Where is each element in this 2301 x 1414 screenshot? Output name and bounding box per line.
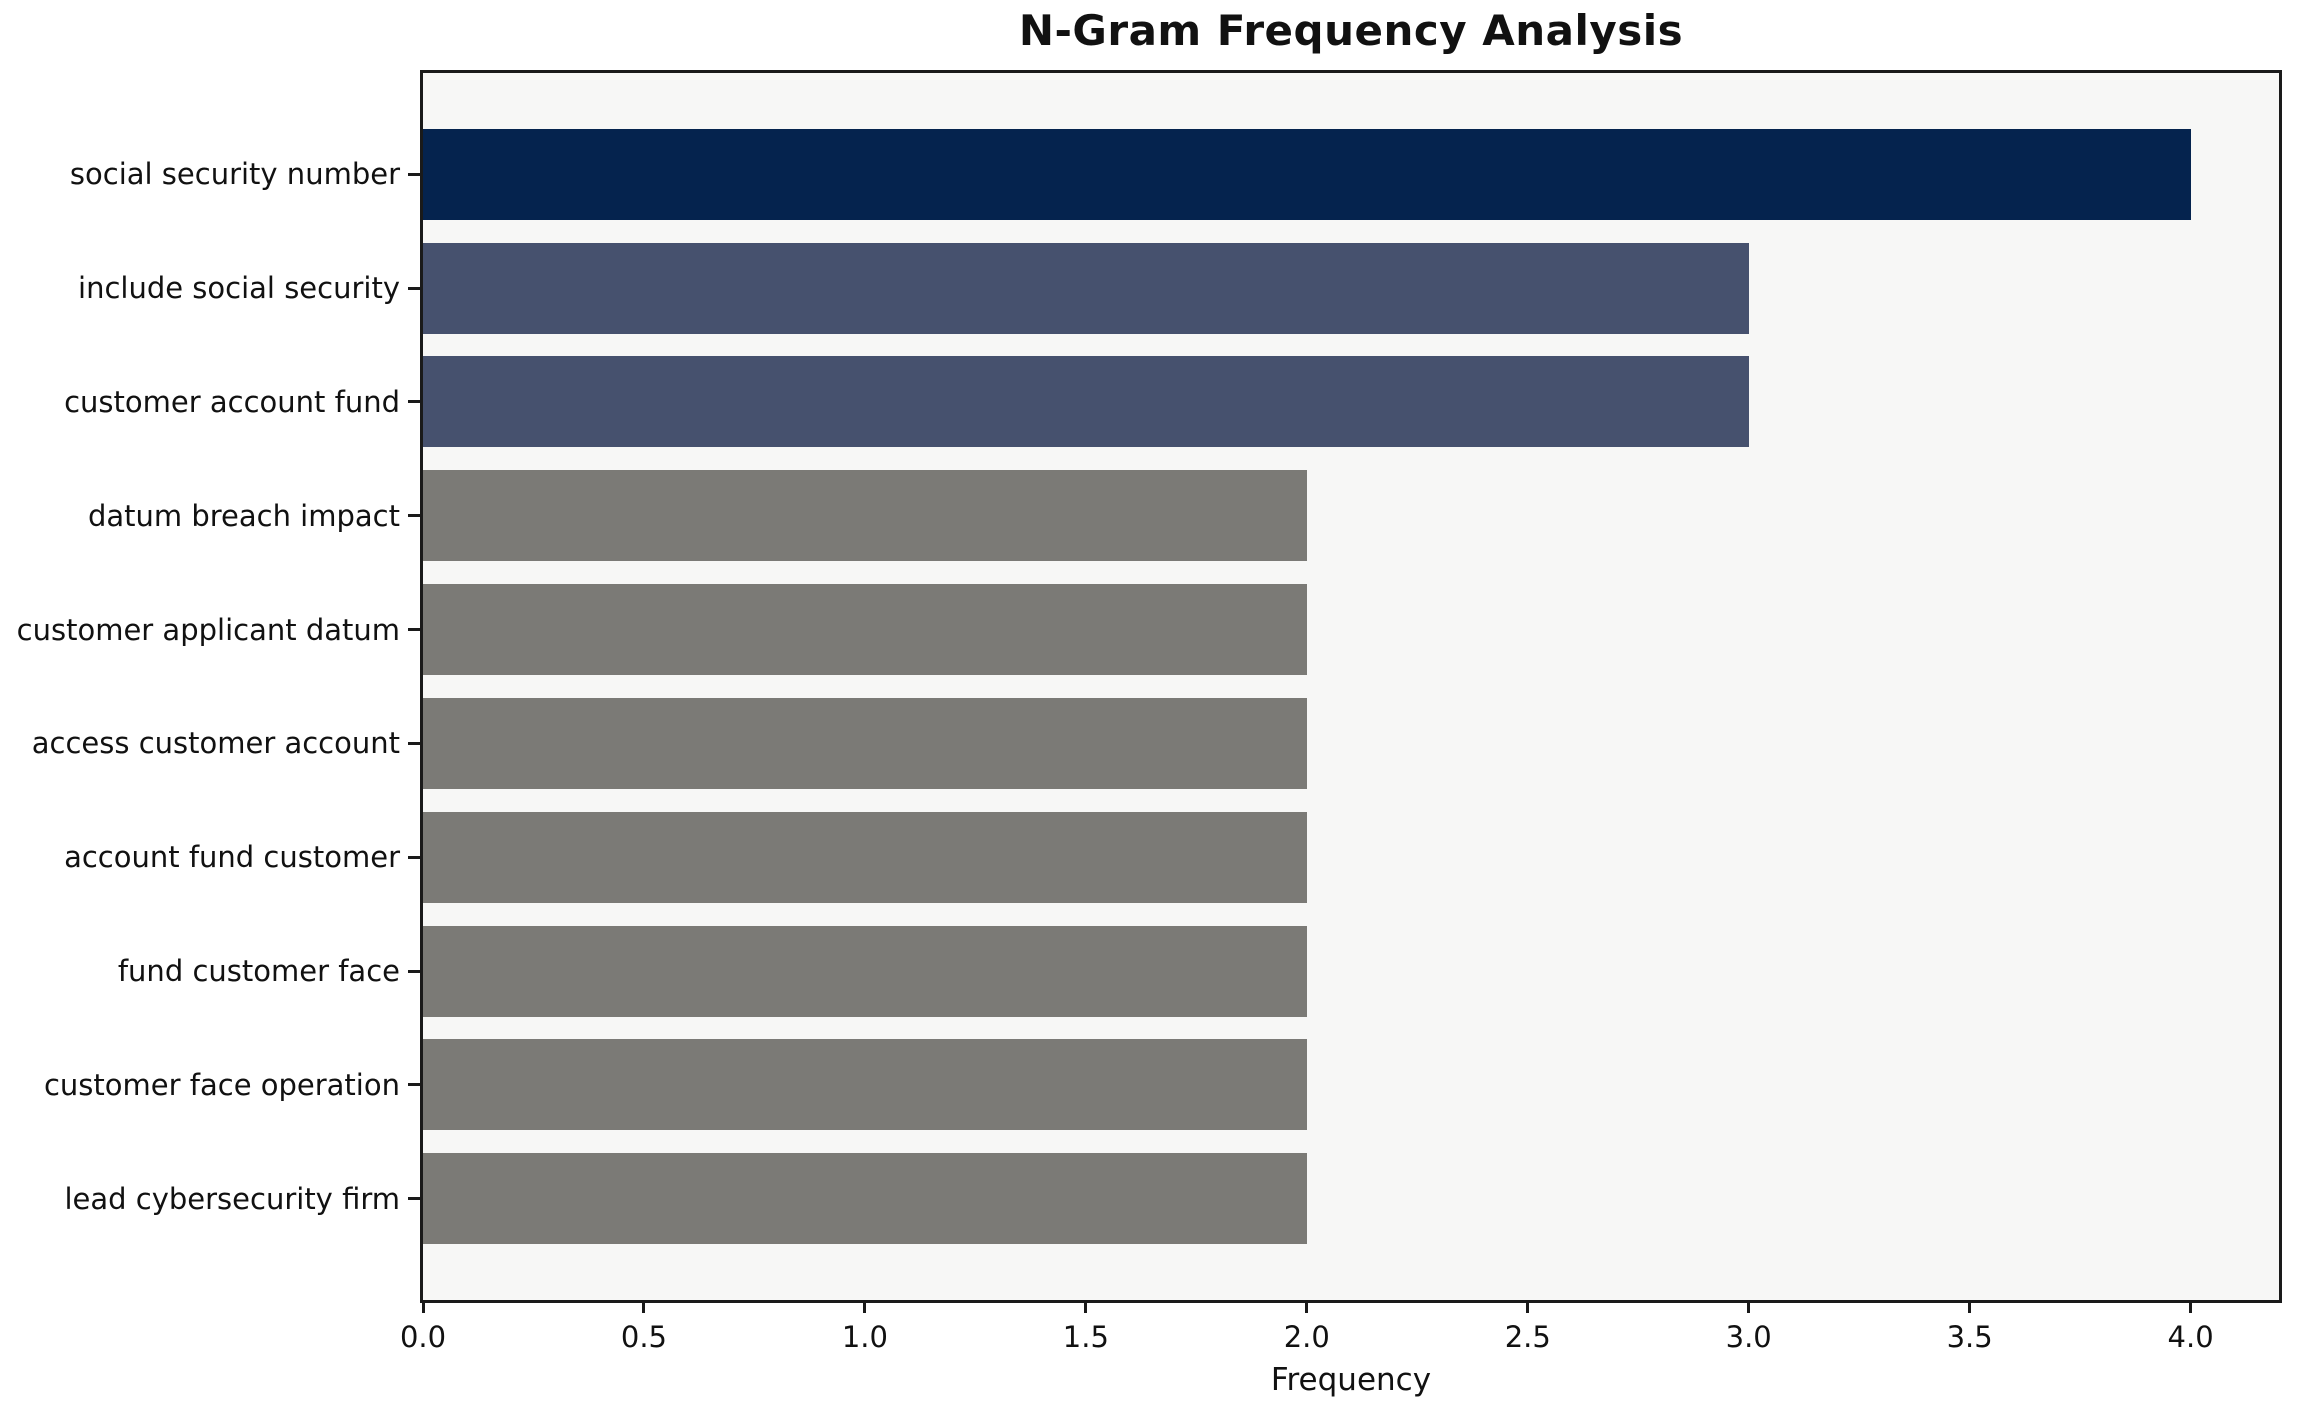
chart-title: N-Gram Frequency Analysis (1018, 6, 1684, 55)
x-tick-mark (1305, 1303, 1309, 1313)
x-tick-label: 4.0 (2167, 1320, 2214, 1354)
bar-customer-face-operation (423, 1039, 1307, 1131)
y-tick-mark (408, 741, 420, 745)
x-tick-label: 2.5 (1504, 1320, 1551, 1354)
x-tick-mark (421, 1303, 425, 1313)
y-tick-label: datum breach impact (87, 498, 400, 533)
y-tick-label: customer applicant datum (16, 612, 400, 647)
x-tick-mark (863, 1303, 867, 1313)
y-tick-mark (408, 514, 420, 518)
x-tick-mark (2189, 1303, 2193, 1313)
bar-include-social-security (423, 242, 1749, 334)
y-tick-label: lead cybersecurity firm (64, 1181, 400, 1216)
y-tick-label: include social security (78, 271, 400, 306)
y-tick-mark (408, 628, 420, 632)
y-tick-mark (408, 286, 420, 290)
bar-fund-customer-face (423, 925, 1307, 1017)
x-tick-mark (1526, 1303, 1530, 1313)
x-tick-label: 1.5 (1062, 1320, 1109, 1354)
bar-social-security-number (423, 128, 2191, 220)
y-tick-label: customer face operation (43, 1067, 400, 1102)
y-tick-mark (408, 969, 420, 973)
y-tick-label: account fund customer (64, 840, 400, 875)
x-tick-label: 0.5 (620, 1320, 667, 1354)
bar-account-fund-customer (423, 811, 1307, 903)
x-tick-mark (1084, 1303, 1088, 1313)
y-tick-mark (408, 1083, 420, 1087)
x-tick-label: 0.0 (399, 1320, 447, 1354)
plot-area (420, 70, 2282, 1303)
bar-datum-breach-impact (423, 470, 1307, 562)
y-tick-label: social security number (69, 157, 400, 192)
y-tick-label: customer account fund (64, 384, 400, 419)
x-tick-label: 2.0 (1283, 1320, 1330, 1354)
y-tick-label: access customer account (31, 726, 400, 761)
bar-customer-account-fund (423, 356, 1749, 448)
x-axis-title: Frequency (1270, 1362, 1432, 1398)
x-tick-label: 3.0 (1725, 1320, 1772, 1354)
y-tick-mark (408, 172, 420, 176)
x-tick-mark (642, 1303, 646, 1313)
bar-customer-applicant-datum (423, 584, 1307, 676)
bar-access-customer-account (423, 697, 1307, 789)
x-tick-mark (1747, 1303, 1751, 1313)
y-tick-label: fund customer face (117, 954, 400, 989)
y-tick-mark (408, 855, 420, 859)
x-tick-label: 3.5 (1946, 1320, 1993, 1354)
x-tick-mark (1968, 1303, 1972, 1313)
bar-lead-cybersecurity-firm (423, 1153, 1307, 1245)
x-tick-label: 1.0 (841, 1320, 888, 1354)
y-tick-mark (408, 400, 420, 404)
y-tick-mark (408, 1197, 420, 1201)
